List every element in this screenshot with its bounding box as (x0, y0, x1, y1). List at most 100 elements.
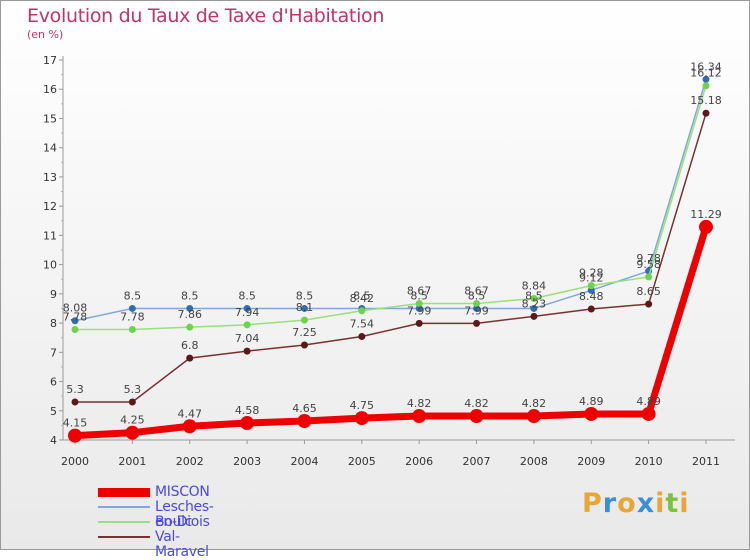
y-tick-label: 11 (43, 229, 57, 242)
data-point (473, 319, 481, 327)
data-label: 4.15 (63, 417, 88, 430)
y-tick-label: 14 (43, 142, 57, 155)
data-point (415, 319, 423, 327)
chart-subtitle: (en %) (27, 28, 64, 41)
y-tick-label: 10 (43, 259, 57, 272)
y-tick-label: 8 (50, 317, 57, 330)
series-line (75, 112, 707, 403)
data-label: 9.78 (636, 252, 661, 265)
data-point (530, 312, 538, 320)
legend-label: Boulc (155, 514, 193, 530)
y-tick-label: 4 (50, 434, 57, 447)
data-label: 8.65 (636, 285, 661, 298)
x-tick-label: 2001 (118, 455, 146, 468)
legend-swatch (98, 521, 150, 523)
data-point (71, 326, 79, 334)
legend-swatch (98, 506, 150, 508)
data-label: 8.84 (522, 280, 547, 293)
series-line (74, 79, 707, 322)
x-tick-label: 2009 (577, 455, 605, 468)
legend-swatch (98, 487, 150, 497)
data-point (300, 316, 308, 324)
data-label: 8.1 (296, 301, 314, 314)
data-point (702, 82, 710, 90)
data-label: 8.5 (525, 289, 543, 302)
x-tick-label: 2005 (348, 455, 376, 468)
data-point (358, 333, 366, 341)
x-tick-label: 2007 (463, 455, 491, 468)
x-tick-label: 2003 (233, 455, 261, 468)
data-label: 4.47 (177, 407, 202, 420)
data-label: 8.5 (468, 289, 486, 302)
logo-letter: r (602, 488, 618, 519)
data-point (358, 307, 366, 315)
data-point (300, 304, 308, 312)
data-point (243, 347, 251, 355)
data-point (182, 419, 197, 434)
chart-title: Evolution du Taux de Taxe d'Habitation (27, 5, 385, 27)
proxiti-logo: Proxiti (582, 488, 690, 519)
logo-letter: o (617, 488, 637, 519)
data-label: 8.08 (63, 302, 88, 315)
data-label: 7.78 (120, 311, 145, 324)
data-point (415, 304, 423, 312)
data-point (412, 409, 427, 424)
x-tick-label: 2004 (290, 455, 318, 468)
data-point (128, 398, 136, 406)
data-point (125, 425, 140, 440)
data-point (645, 273, 653, 281)
x-tick-label: 2011 (692, 455, 720, 468)
data-label: 8.5 (353, 289, 371, 302)
data-point (300, 341, 308, 349)
y-tick-label: 17 (43, 54, 57, 67)
data-point (469, 409, 484, 424)
data-point (526, 409, 541, 424)
data-point (587, 305, 595, 313)
x-tick-label: 2002 (176, 455, 204, 468)
logo-letter: i (679, 488, 690, 519)
data-label: 8.67 (464, 284, 489, 297)
logo-letter: t (665, 488, 680, 519)
logo-letter: x (636, 488, 656, 519)
data-label: 4.82 (464, 397, 489, 410)
data-label: 7.54 (350, 318, 375, 331)
x-tick-label: 2006 (405, 455, 433, 468)
y-tick-label: 15 (43, 112, 57, 125)
data-label: 9.58 (636, 258, 661, 271)
data-label: 7.78 (63, 311, 88, 324)
series-lesches-en-diois (71, 75, 710, 325)
data-label: 4.82 (407, 397, 432, 410)
x-tick-label: 2000 (61, 455, 89, 468)
data-label: 7.99 (464, 304, 489, 317)
data-label: 8.67 (407, 284, 432, 297)
data-label: 4.89 (636, 395, 661, 408)
data-point (243, 321, 251, 329)
data-label: 8.5 (181, 289, 199, 302)
data-label: 15.18 (690, 94, 722, 107)
data-point (297, 414, 312, 428)
data-label: 16.34 (690, 60, 722, 73)
series-line (75, 85, 707, 331)
data-point (128, 304, 136, 312)
data-point (240, 416, 255, 431)
data-label: 8.5 (238, 289, 256, 302)
data-label: 9.12 (579, 271, 604, 284)
data-point (473, 304, 481, 312)
data-point (71, 398, 79, 406)
data-point (186, 354, 194, 362)
series-line (74, 225, 710, 440)
data-label: 16.12 (690, 67, 722, 80)
legend-label: Val-Maravel (155, 529, 209, 560)
data-point (584, 406, 599, 421)
data-label: 4.65 (292, 402, 317, 415)
data-point (699, 219, 713, 234)
data-point (702, 109, 710, 117)
data-label: 7.86 (177, 308, 202, 321)
data-point (186, 323, 194, 331)
data-point (641, 406, 656, 421)
data-point (645, 300, 653, 308)
data-label: 4.75 (350, 399, 375, 412)
series-miscon (68, 219, 713, 443)
data-point (530, 304, 538, 312)
